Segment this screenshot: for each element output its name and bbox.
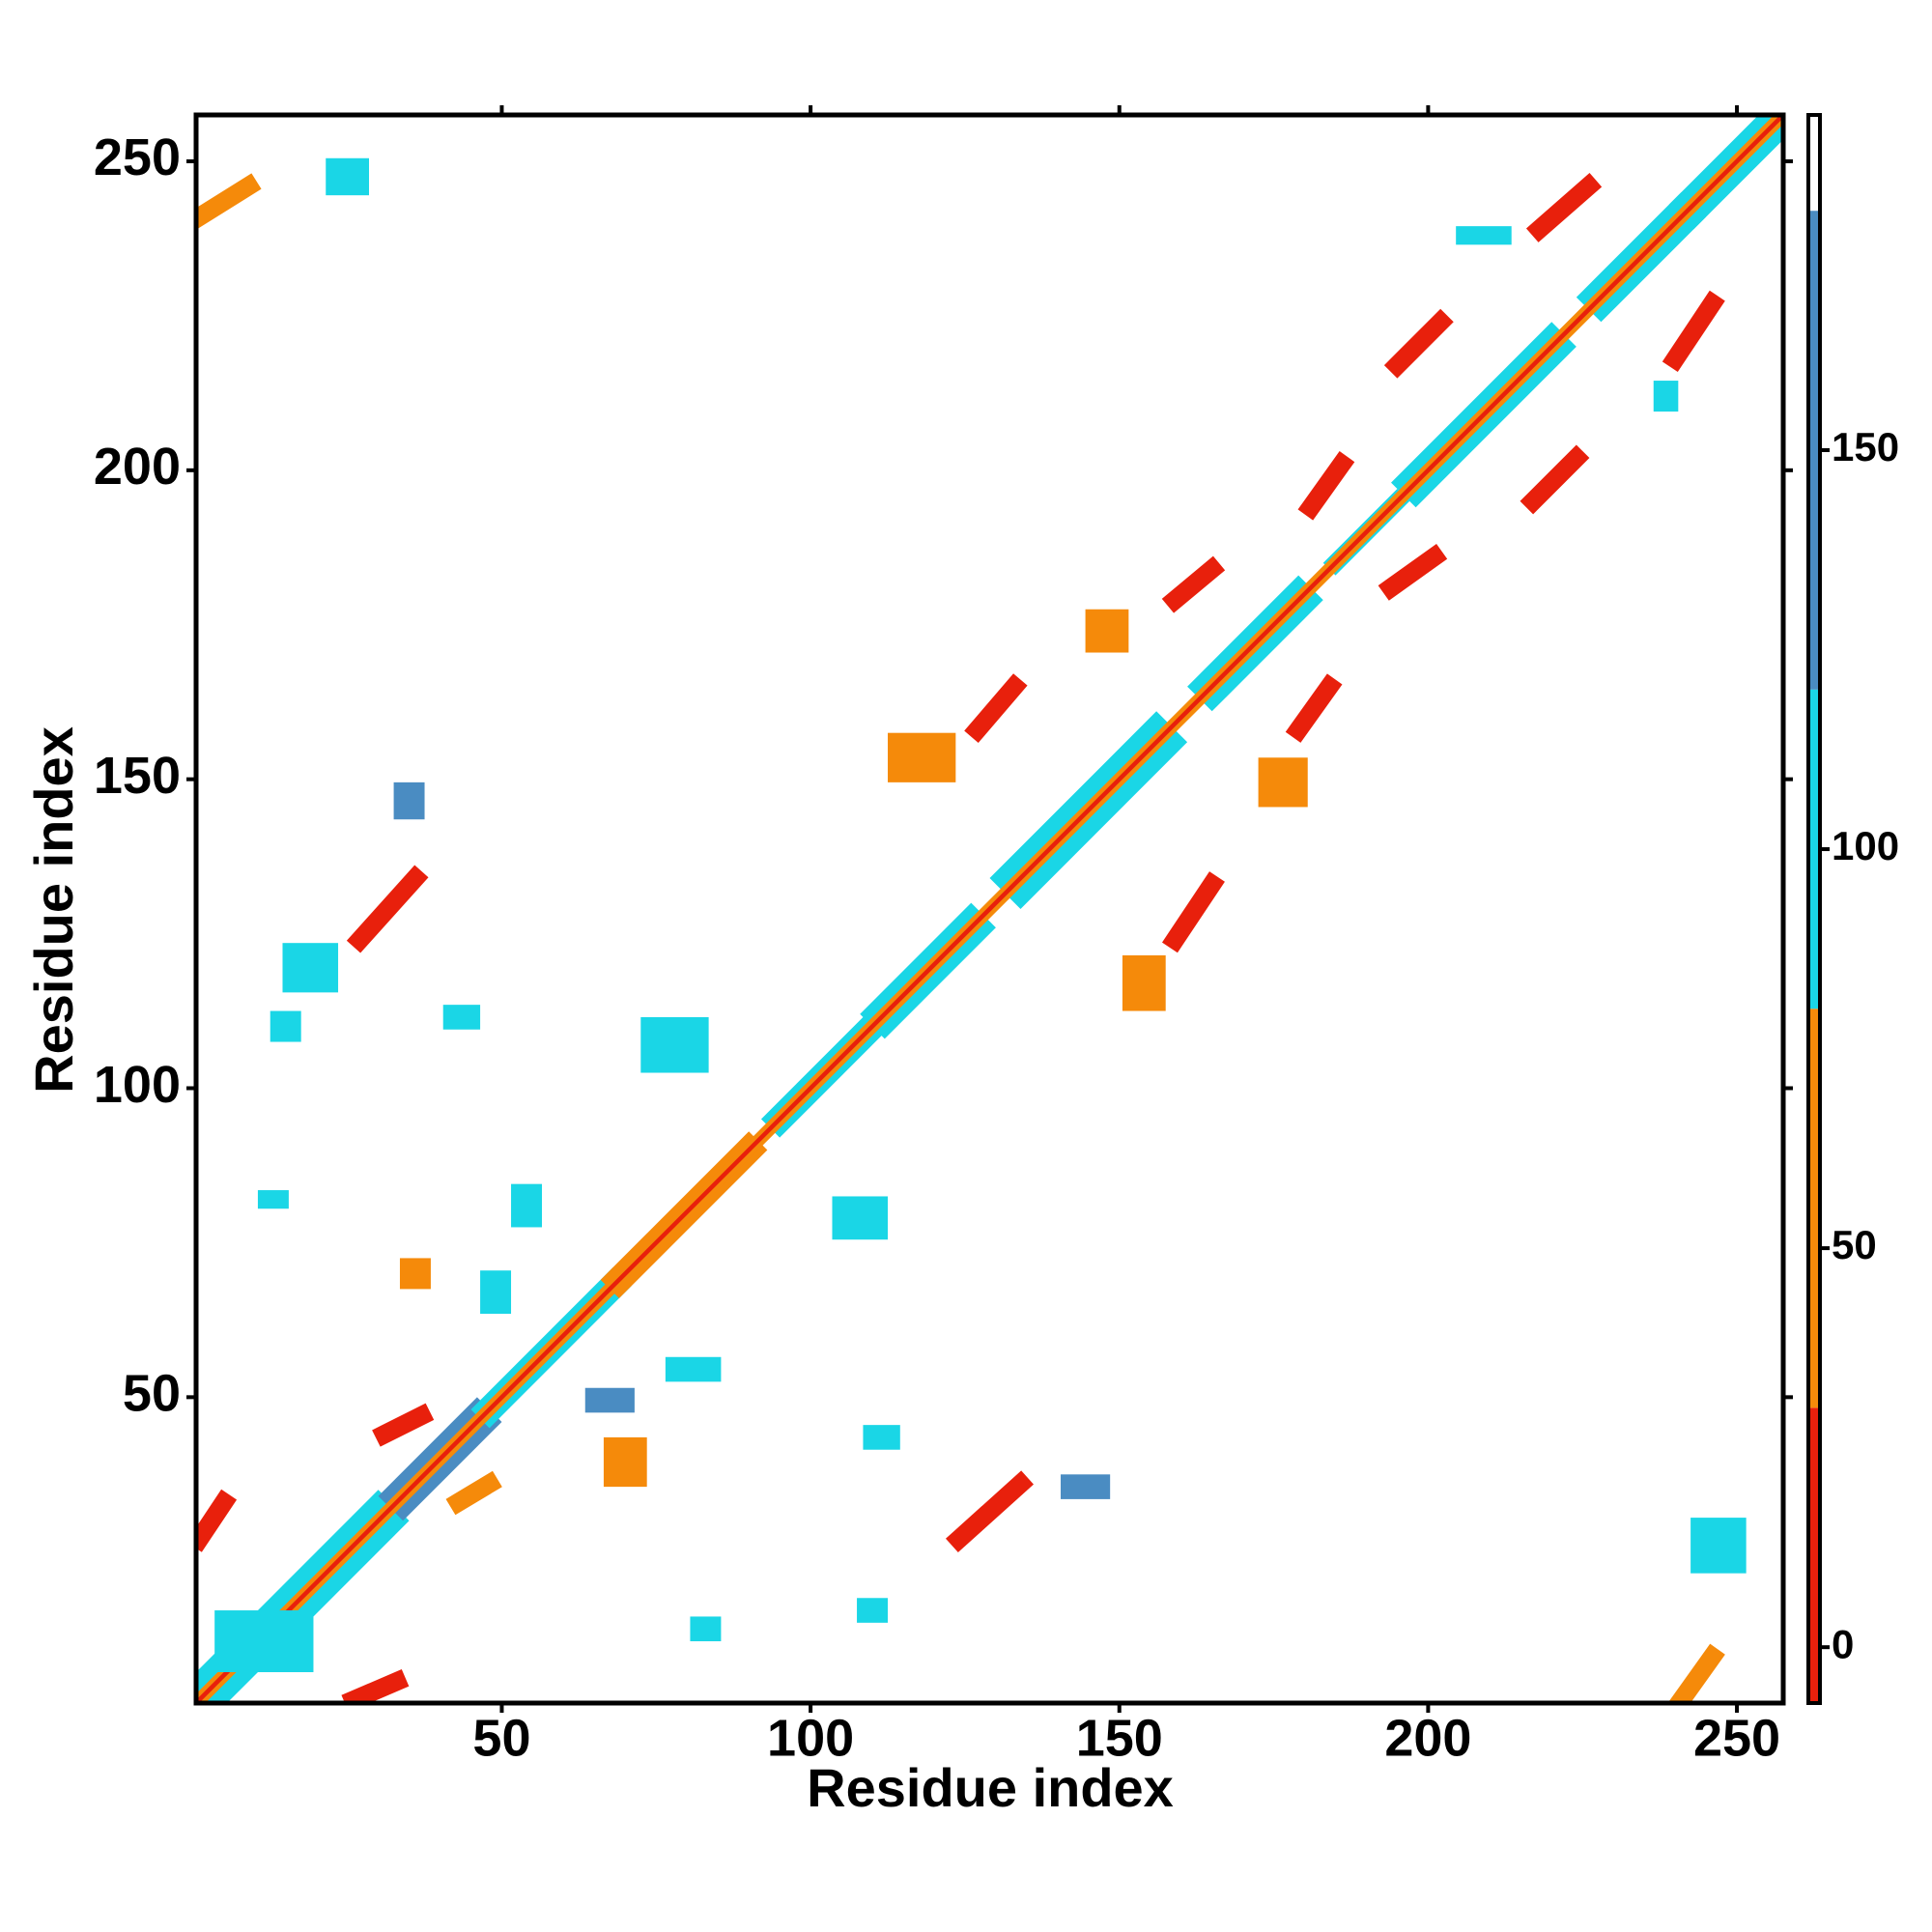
diagonal-band	[196, 115, 1783, 1703]
colorbar-tick-label: 50	[1832, 1222, 1877, 1267]
contact-patch	[690, 1616, 722, 1642]
contact-patch	[888, 732, 956, 782]
contact-patch	[665, 1356, 722, 1382]
contact-patch	[1085, 609, 1129, 653]
contact-patch	[1122, 954, 1166, 1011]
colorbar-tick-label: 0	[1832, 1621, 1854, 1666]
contact-strand	[945, 1470, 1035, 1553]
x-tick-label: 250	[1693, 1709, 1780, 1767]
cells	[196, 115, 1783, 1703]
contact-patch	[832, 1196, 889, 1240]
x-tick-label: 150	[1076, 1709, 1163, 1767]
colorbar-segment	[1808, 1407, 1820, 1703]
contact-strand	[341, 1669, 410, 1703]
contact-strand	[1161, 555, 1226, 613]
contact-patch	[1258, 757, 1308, 808]
y-tick-label: 50	[123, 1365, 181, 1423]
y-tick-label: 100	[94, 1056, 181, 1114]
contact-patch	[399, 1258, 431, 1290]
contact-strand	[196, 173, 262, 230]
contact-patch	[863, 1425, 900, 1450]
contact-strand	[445, 1470, 502, 1516]
contact-strand	[964, 673, 1028, 744]
contact-patch	[480, 1270, 512, 1314]
contact-patch	[511, 1183, 543, 1228]
y-tick-label: 250	[94, 128, 181, 186]
contact-strand	[1378, 543, 1448, 601]
x-tick-label: 200	[1384, 1709, 1471, 1767]
contact-patch	[584, 1387, 635, 1413]
contact-strand	[1161, 871, 1225, 953]
y-tick-label: 200	[94, 438, 181, 496]
contact-strand	[1520, 444, 1590, 515]
x-axis-label: Residue index	[807, 1757, 1174, 1818]
colorbar-tick-label: 150	[1832, 424, 1899, 469]
colorbar-tick-label: 100	[1832, 823, 1899, 868]
contact-strand	[346, 865, 429, 953]
contact-patch	[326, 157, 370, 196]
colorbar-segment	[1808, 689, 1820, 1009]
y-axis-label: Residue index	[23, 726, 84, 1094]
contact-patch	[1653, 381, 1679, 412]
contact-patch	[1456, 226, 1512, 245]
contact-strand	[1297, 451, 1355, 521]
contact-patch	[640, 1016, 709, 1073]
contact-strand	[1285, 673, 1343, 743]
contact-patch	[214, 1610, 314, 1673]
contact-strand	[1662, 290, 1725, 372]
colorbar-segment	[1808, 1009, 1820, 1408]
contact-patch	[393, 781, 425, 820]
plot-frame	[193, 112, 1786, 1706]
contact-patch	[1690, 1518, 1747, 1574]
contact-patch	[282, 943, 339, 993]
contact-strand	[372, 1403, 435, 1447]
colorbar-segment	[1808, 211, 1820, 690]
contact-patch	[270, 1010, 301, 1042]
contact-patch	[857, 1598, 889, 1623]
y-tick-label: 150	[94, 747, 181, 805]
contact-strand	[196, 1489, 238, 1552]
contact-patch	[442, 1005, 481, 1030]
contact-strand	[1383, 308, 1454, 379]
x-tick-label: 100	[767, 1709, 854, 1767]
colorbar-segment	[1808, 115, 1820, 212]
x-tick-label: 50	[472, 1709, 530, 1767]
contact-patch	[1061, 1474, 1111, 1499]
contact-strand	[1525, 173, 1603, 242]
contact-patch	[603, 1436, 647, 1488]
colorbar-frame	[1806, 113, 1822, 1705]
contact-strand	[1668, 1643, 1725, 1703]
contact-patch	[257, 1190, 289, 1209]
